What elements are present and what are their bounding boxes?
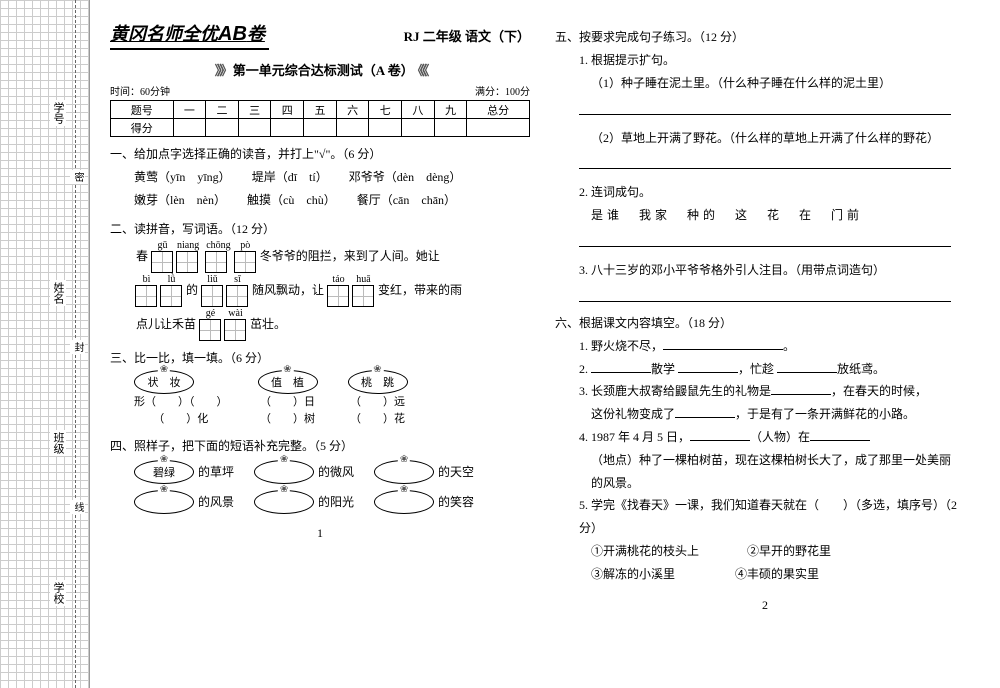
q6-i3: 3. 长颈鹿大叔寄给鼹鼠先生的礼物是，在春天的时候， 这份礼物变成了，于是有了一… <box>579 380 975 426</box>
q1-head: 一、给加点字选择正确的读音，并打上"√"。（6 分） <box>110 145 530 162</box>
answer-line[interactable] <box>579 153 951 169</box>
label-class: 班级 <box>50 430 66 456</box>
meta-row: 时间：60分钟 满分：100分 <box>110 83 530 98</box>
q3-body: 状 妆 形（ ）（ ） （ ）化 值 植 （ ）日 （ ）树 桃 跳 （ ）远 … <box>134 370 530 429</box>
char-input[interactable]: chōng <box>206 241 230 273</box>
q2-row2: bì lǜ 的 liǔ sī 随风飘动，让 táo huā 变红，带来的雨 <box>134 275 530 307</box>
binding-margin: 学号 姓名 班级 学校 密 封 线 <box>0 0 90 688</box>
fill-blank[interactable] <box>678 359 738 373</box>
subject-label: RJ 二年级 语文（下） <box>404 26 530 45</box>
char-input[interactable]: gé <box>200 309 221 341</box>
fill-blank[interactable] <box>771 381 831 395</box>
char-input[interactable]: liǔ <box>202 275 223 307</box>
char-input[interactable]: huā <box>353 275 374 307</box>
q5-p1a: （1）种子睡在泥土里。（什么种子睡在什么样的泥土里） <box>591 72 975 95</box>
char-input[interactable]: niang <box>177 241 199 273</box>
q5-p2-words: 是谁 我家 种的 这 花 在 门前 <box>591 204 975 227</box>
header-row: 黄冈名师全优AB卷 RJ 二年级 语文（下） <box>110 20 530 50</box>
fill-blank[interactable] <box>663 336 783 350</box>
q5-p1: 1. 根据提示扩句。 <box>579 49 975 72</box>
table-row: 题号 一二 三四 五六 七八 九总分 <box>111 101 530 119</box>
full-score: 满分：100分 <box>475 83 530 98</box>
q4-row2: 的风景 的阳光 的笑容 <box>134 490 530 514</box>
page-number: 2 <box>555 598 975 613</box>
fill-blank[interactable] <box>690 427 750 441</box>
fill-blank[interactable] <box>591 359 651 373</box>
pair-oval: 值 植 <box>258 370 318 394</box>
phrase-item: 的天空 <box>374 460 474 484</box>
char-input[interactable]: wài <box>225 309 246 341</box>
q2-head: 二、读拼音，写词语。（12 分） <box>110 220 530 237</box>
phrase-item: 碧绿的草坪 <box>134 460 234 484</box>
marker-xian: 线 <box>70 500 85 514</box>
q5-head: 五、按要求完成句子练习。（12 分） <box>555 28 975 45</box>
q6-i4: 4. 1987 年 4 月 5 日，（人物）在 （地点）种了一棵柏树苗，现在这棵… <box>579 426 975 494</box>
table-row: 得分 <box>111 119 530 137</box>
pair-oval: 桃 跳 <box>348 370 408 394</box>
phrase-item: 的阳光 <box>254 490 354 514</box>
q5-p2: 2. 连词成句。 <box>579 181 975 204</box>
q6-i5: 5. 学完《找春天》一课，我们知道春天就在（ ）（多选，填序号）（2 分） ①开… <box>579 494 975 585</box>
char-input[interactable]: lǜ <box>161 275 182 307</box>
char-input[interactable]: pò <box>235 241 256 273</box>
page-number: 1 <box>110 526 530 541</box>
pair-oval: 状 妆 <box>134 370 194 394</box>
q6-head: 六、根据课文内容填空。（18 分） <box>555 314 975 331</box>
q5-p3: 3. 八十三岁的邓小平爷爷格外引人注目。（用带点词造句） <box>579 259 975 282</box>
q3-group: 值 植 （ ）日 （ ）树 <box>258 370 318 429</box>
page-1: 黄冈名师全优AB卷 RJ 二年级 语文（下） 第一单元综合达标测试（A 卷） 时… <box>110 20 530 541</box>
score-label: 得分 <box>111 119 174 137</box>
answer-line[interactable] <box>579 286 951 302</box>
time-limit: 时间：60分钟 <box>110 83 170 98</box>
series-title: 黄冈名师全优AB卷 <box>110 20 269 50</box>
answer-line[interactable] <box>579 99 951 115</box>
q2-row1: 春 gū niang chōng pò 冬爷爷的阻拦，来到了人间。她让 <box>134 241 530 273</box>
q6-i2: 2. 散学 ，忙趁 放纸鸢。 <box>579 358 975 381</box>
q4-row1: 碧绿的草坪 的微风 的天空 <box>134 460 530 484</box>
score-label: 题号 <box>111 101 174 119</box>
score-table: 题号 一二 三四 五六 七八 九总分 得分 <box>110 100 530 137</box>
char-input[interactable]: táo <box>328 275 349 307</box>
label-school: 学校 <box>50 580 66 606</box>
fill-blank[interactable] <box>777 359 837 373</box>
phrase-item: 的微风 <box>254 460 354 484</box>
q1-body: 黄莺（yīn yīng） 堤岸（dī tí） 邓爷爷（dèn dèng） 嫩芽（… <box>134 166 530 212</box>
phrase-item: 的笑容 <box>374 490 474 514</box>
char-input[interactable]: sī <box>227 275 248 307</box>
q3-head: 三、比一比，填一填。（6 分） <box>110 349 530 366</box>
answer-line[interactable] <box>579 231 951 247</box>
q5-p1b: （2）草地上开满了野花。（什么样的草地上开满了什么样的野花） <box>591 127 975 150</box>
fill-blank[interactable] <box>675 404 735 418</box>
char-input[interactable]: bì <box>136 275 157 307</box>
label-name: 姓名 <box>50 280 66 306</box>
phrase-item: 的风景 <box>134 490 234 514</box>
page-2: 五、按要求完成句子练习。（12 分） 1. 根据提示扩句。 （1）种子睡在泥土里… <box>555 20 975 613</box>
fill-blank[interactable] <box>810 427 870 441</box>
unit-title: 第一单元综合达标测试（A 卷） <box>110 60 530 79</box>
q4-head: 四、照样子，把下面的短语补充完整。（5 分） <box>110 437 530 454</box>
marker-feng: 封 <box>70 340 85 354</box>
q3-group: 桃 跳 （ ）远 （ ）花 <box>348 370 408 429</box>
char-input[interactable]: gū <box>152 241 173 273</box>
q2-row3: 点儿让禾苗 gé wài 茁壮。 <box>134 309 530 341</box>
q6-i1: 1. 野火烧不尽，。 <box>579 335 975 358</box>
q3-group: 状 妆 形（ ）（ ） （ ）化 <box>134 370 228 429</box>
label-student-id: 学号 <box>50 100 66 126</box>
marker-mi: 密 <box>70 170 85 184</box>
